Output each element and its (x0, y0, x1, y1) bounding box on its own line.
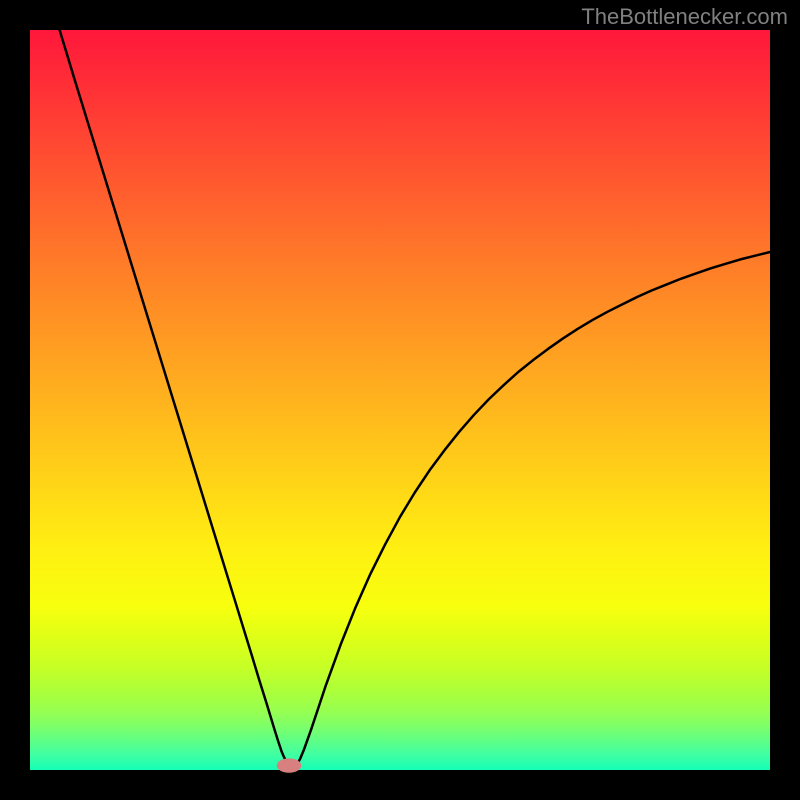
optimal-point-marker (277, 759, 301, 772)
chart-background-gradient (30, 30, 770, 770)
bottleneck-chart (0, 0, 800, 800)
chart-container: TheBottlenecker.com (0, 0, 800, 800)
watermark-text: TheBottlenecker.com (581, 4, 788, 30)
